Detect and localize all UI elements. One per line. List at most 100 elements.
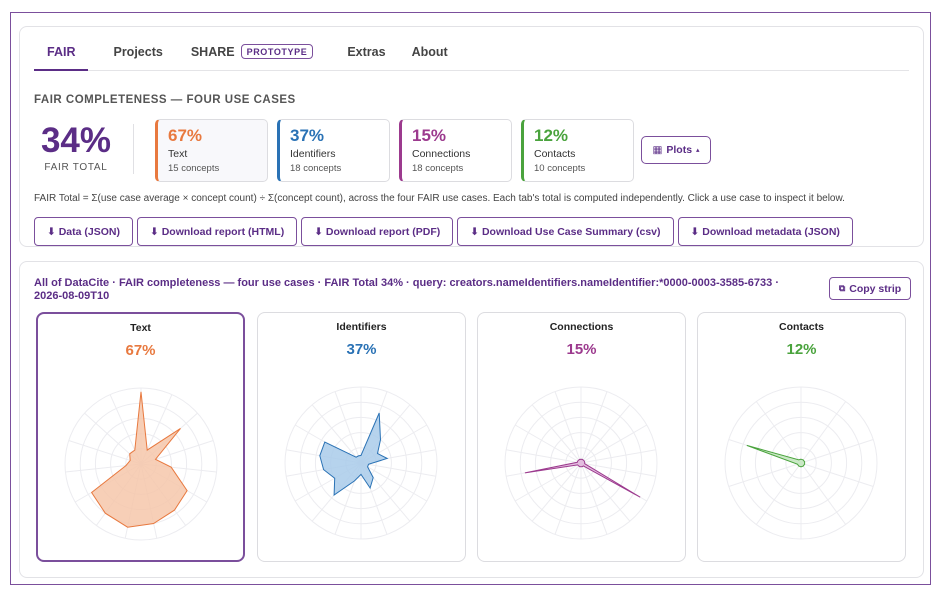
- tab-bar: FAIR Projects SHARE PROTOTYPE Extras Abou…: [34, 43, 909, 71]
- radar-percent: 15%: [566, 341, 597, 358]
- button-label: Download Use Case Summary (csv): [481, 225, 661, 238]
- prototype-badge: PROTOTYPE: [240, 44, 314, 59]
- app-frame: FAIR Projects SHARE PROTOTYPE Extras Abou…: [10, 12, 931, 585]
- grid-spoke: [554, 391, 582, 464]
- grid-spoke: [531, 404, 582, 464]
- radar-panel-connections[interactable]: Connections 15%: [477, 312, 686, 562]
- radar-panel-text[interactable]: Text 67%: [36, 312, 245, 562]
- download-report-html-button[interactable]: ⬇ Download report (HTML): [136, 217, 298, 246]
- use-case-card-identifiers[interactable]: 37% Identifiers 18 concepts: [277, 119, 390, 182]
- use-case-card-text[interactable]: 67% Text 15 concepts: [155, 119, 268, 182]
- tab-label: Projects: [113, 45, 163, 59]
- fair-summary-card: FAIR Projects SHARE PROTOTYPE Extras Abou…: [19, 26, 924, 247]
- plots-label: Plots: [666, 144, 693, 156]
- fair-total-label: FAIR TOTAL: [44, 162, 108, 173]
- radar-chart: [504, 386, 658, 540]
- grid-spoke: [580, 449, 656, 464]
- radar-percent: 37%: [346, 341, 377, 358]
- grid-spoke: [580, 462, 656, 477]
- radar-percent: 12%: [786, 341, 817, 358]
- download-icon: ⬇: [314, 225, 326, 238]
- radar-title: Contacts: [779, 321, 824, 333]
- use-case-card-contacts[interactable]: 12% Contacts 10 concepts: [521, 119, 634, 182]
- button-label: Data (JSON): [58, 225, 120, 238]
- tab-label: FAIR: [47, 45, 76, 59]
- radar-title: Text: [130, 322, 151, 334]
- radar-panel-identifiers[interactable]: Identifiers 37%: [257, 312, 466, 562]
- use-case-name: Contacts: [534, 148, 576, 160]
- button-label: Copy strip: [849, 282, 902, 295]
- grid-spoke: [580, 404, 631, 464]
- download-icon: ⬇: [690, 225, 703, 238]
- radar-chart: [284, 386, 438, 540]
- grid-spoke: [514, 424, 582, 464]
- download-report-pdf-button[interactable]: ⬇ Download report (PDF): [301, 217, 454, 246]
- button-label: Download report (HTML): [161, 225, 285, 238]
- fair-total: 34% FAIR TOTAL: [34, 121, 118, 174]
- tab-fair[interactable]: FAIR: [34, 43, 89, 71]
- radar-series: [524, 458, 641, 498]
- copy-strip-button[interactable]: ⧉ Copy strip: [829, 277, 911, 300]
- grid-spoke: [531, 462, 582, 522]
- radar-series: [319, 412, 389, 496]
- download-metadata-json-button[interactable]: ⬇ Download metadata (JSON): [677, 217, 853, 246]
- download-data-json-button[interactable]: ⬇ Data (JSON): [34, 217, 133, 246]
- grid-spoke: [580, 462, 608, 535]
- caret-up-icon: ▴: [696, 147, 700, 154]
- grid-spoke: [68, 440, 142, 465]
- button-label: Download report (PDF): [325, 225, 441, 238]
- radar-series: [746, 444, 806, 468]
- use-case-concepts: 18 concepts: [290, 163, 342, 174]
- radar-chart: [724, 386, 878, 540]
- fair-total-percent: 34%: [40, 121, 112, 160]
- radar-title: Connections: [549, 321, 614, 333]
- section-title: FAIR COMPLETENESS — FOUR USE CASES: [34, 94, 296, 106]
- grid-spoke: [800, 462, 874, 487]
- use-case-percent: 12%: [534, 126, 569, 145]
- tab-projects[interactable]: Projects: [100, 43, 175, 71]
- use-case-percent: 15%: [412, 126, 447, 145]
- download-icon: ⬇: [47, 225, 59, 238]
- grid-spoke: [334, 391, 362, 464]
- radar-panel-contacts[interactable]: Contacts 12%: [697, 312, 906, 562]
- radar-title: Identifiers: [336, 321, 387, 333]
- download-bar: ⬇ Data (JSON) ⬇ Download report (HTML) ⬇…: [34, 217, 853, 246]
- grid-spoke: [580, 391, 608, 464]
- copy-icon: ⧉: [838, 283, 846, 293]
- divider: [133, 124, 134, 174]
- button-label: Download metadata (JSON): [702, 225, 840, 238]
- use-case-card-connections[interactable]: 15% Connections 18 concepts: [399, 119, 512, 182]
- grid-spoke: [580, 424, 648, 464]
- grid-spoke: [755, 462, 802, 525]
- download-icon: ⬇: [470, 225, 482, 238]
- grid-spoke: [360, 462, 428, 502]
- grid-spoke: [311, 404, 362, 464]
- grid-spoke: [800, 401, 847, 464]
- radar-percent: 67%: [125, 342, 156, 359]
- plots-button[interactable]: ▦ Plots ▴: [641, 136, 711, 164]
- table-icon: ▦: [652, 144, 663, 156]
- use-case-name: Text: [168, 148, 188, 160]
- use-case-concepts: 15 concepts: [168, 163, 220, 174]
- grid-spoke: [755, 401, 802, 464]
- grid-spoke: [360, 462, 436, 477]
- tab-about[interactable]: About: [399, 43, 461, 71]
- grid-spoke: [580, 462, 631, 522]
- grid-spoke: [800, 439, 874, 464]
- download-summary-csv-button[interactable]: ⬇ Download Use Case Summary (csv): [457, 217, 674, 246]
- tab-label: About: [411, 45, 448, 59]
- use-case-name: Identifiers: [290, 148, 336, 160]
- use-case-concepts: 18 concepts: [412, 163, 464, 174]
- radar-chart: [64, 387, 218, 541]
- grid-spoke: [554, 462, 582, 535]
- tab-share[interactable]: SHARE PROTOTYPE: [178, 43, 327, 71]
- tab-extras[interactable]: Extras: [334, 43, 398, 71]
- use-case-name: Connections: [412, 148, 471, 160]
- use-case-concepts: 10 concepts: [534, 163, 586, 174]
- grid-spoke: [728, 462, 802, 487]
- radar-strip-card: All of DataCite · FAIR completeness — fo…: [19, 261, 924, 578]
- use-case-percent: 67%: [168, 126, 203, 145]
- strip-title: All of DataCite · FAIR completeness — fo…: [34, 277, 779, 302]
- grid-spoke: [514, 462, 582, 502]
- formula-text: FAIR Total = Σ(use case average × concep…: [34, 193, 845, 204]
